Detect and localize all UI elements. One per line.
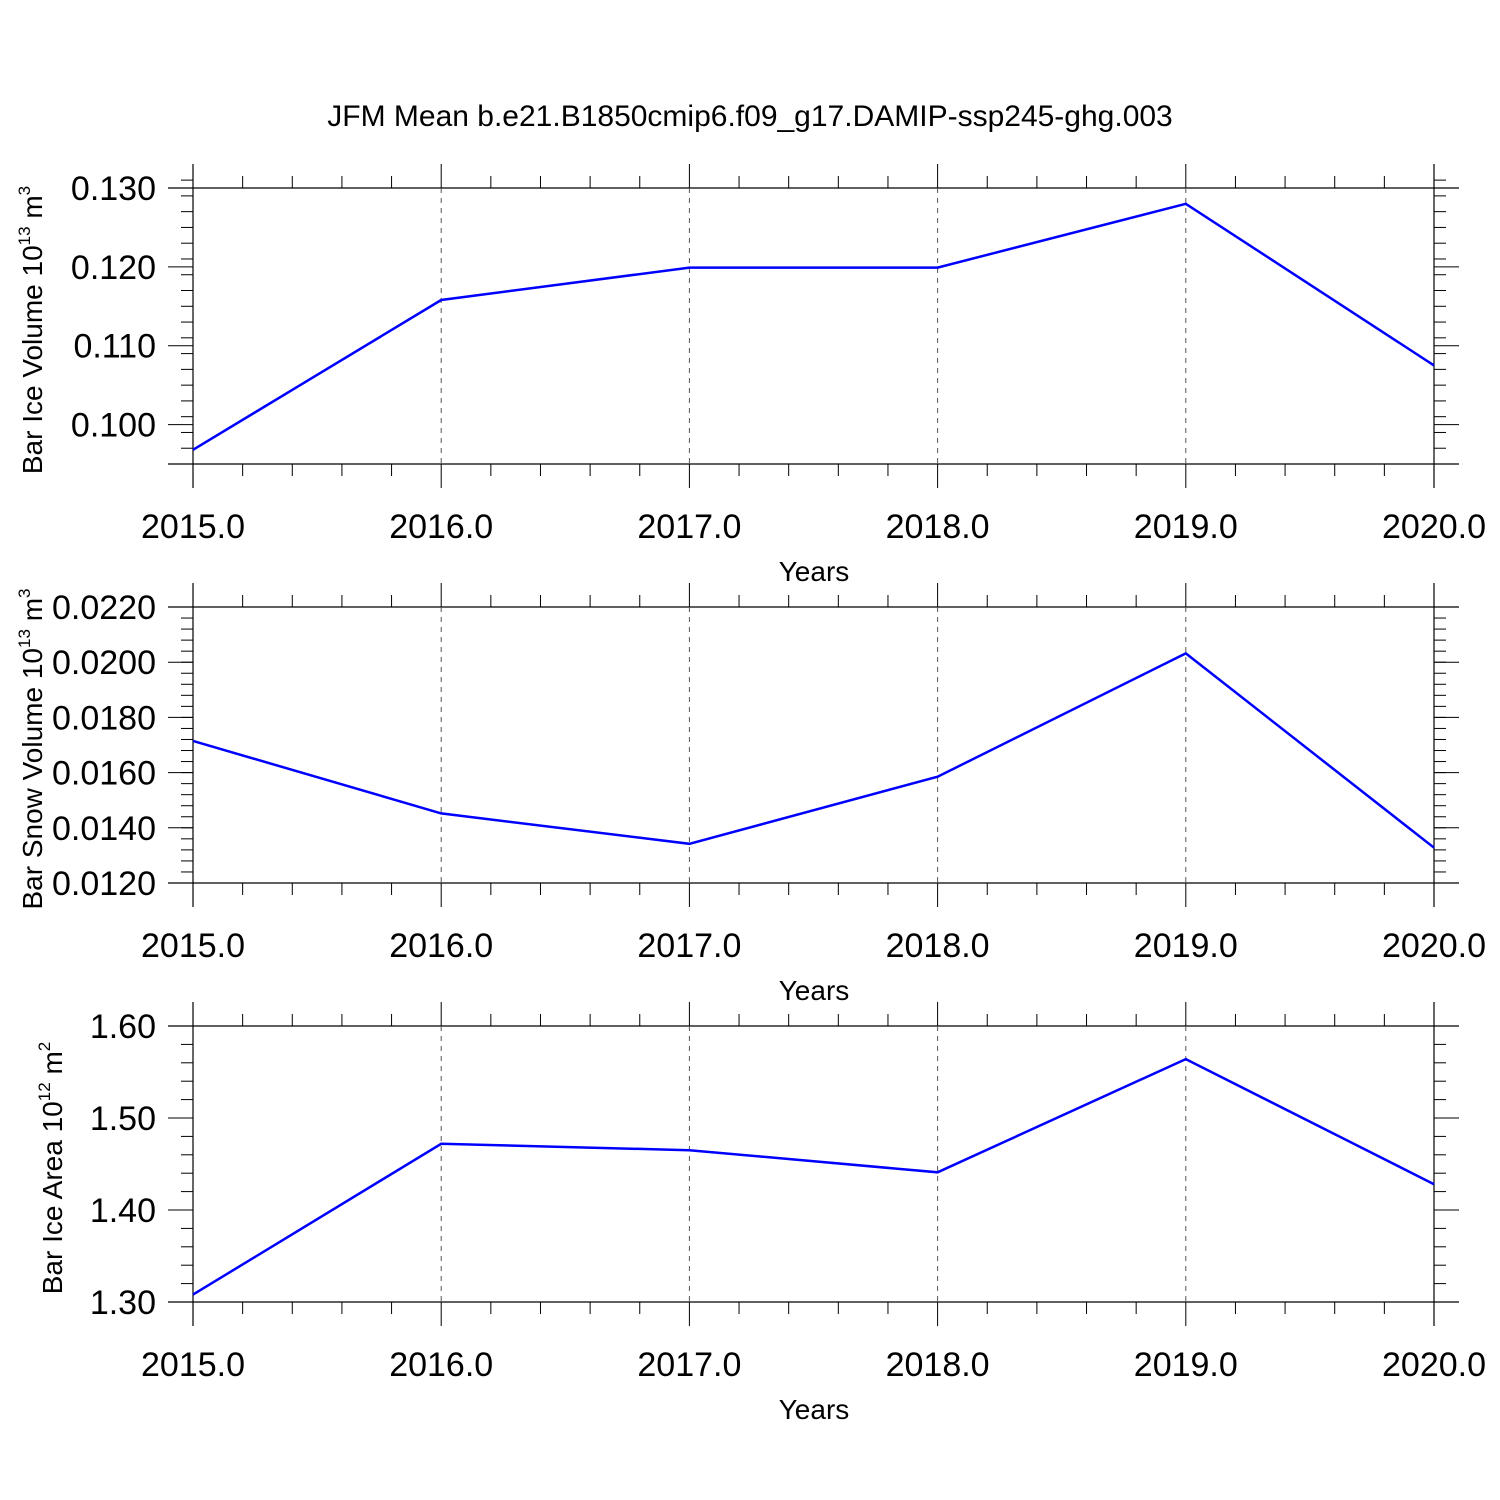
y-tick-label: 0.130 — [71, 170, 156, 208]
panel-1: 2015.0 2016.0 2017.0 2018.0 2019.0 2020.0 0.10… — [15, 164, 1486, 587]
y-tick-label: 0.0200 — [52, 644, 156, 682]
y-tick-label: 0.100 — [71, 407, 156, 445]
x-tick-label: 2017.0 — [637, 927, 741, 965]
y-axis-title: Bar Ice Area 1012 m2 — [35, 1042, 68, 1295]
series-line — [192, 1057, 1435, 1296]
x-tick-label: 2015.0 — [141, 927, 245, 965]
y-axis-title: Bar Ice Volume 1013 m3 — [15, 186, 48, 474]
y-tick-label: 1.50 — [90, 1100, 156, 1138]
panel-3: 2015.0 2016.0 2017.0 2018.0 2019.0 2020.0 1.30… — [35, 1002, 1486, 1425]
x-tick-label: 2015.0 — [141, 1346, 245, 1384]
y-tick-label: 0.0140 — [52, 810, 156, 848]
x-tick-label: 2018.0 — [886, 1346, 990, 1384]
x-tick-label: 2017.0 — [637, 1346, 741, 1384]
panel-2: 2015.0 2016.0 2017.0 2018.0 2019.0 2020.0 0.01… — [15, 583, 1486, 1006]
x-tick-label: 2016.0 — [389, 1346, 493, 1384]
x-tick-label: 2015.0 — [141, 508, 245, 546]
y-tick-label: 1.30 — [90, 1284, 156, 1322]
y-tick-label: 0.0120 — [52, 865, 156, 903]
x-axis-title: Years — [779, 975, 850, 1006]
x-tick-label: 2020.0 — [1382, 1346, 1486, 1384]
y-tick-label: 0.0160 — [52, 755, 156, 793]
x-tick-label: 2020.0 — [1382, 927, 1486, 965]
y-tick-label: 1.60 — [90, 1008, 156, 1046]
panels: 2015.0 2016.0 2017.0 2018.0 2019.0 2020.0 0.10… — [15, 164, 1486, 1425]
x-tick-label: 2019.0 — [1134, 1346, 1238, 1384]
figure-title: JFM Mean b.e21.B1850cmip6.f09_g17.DAMIP-… — [327, 100, 1173, 133]
x-tick-label: 2020.0 — [1382, 508, 1486, 546]
series-line — [192, 202, 1435, 451]
x-tick-label: 2018.0 — [886, 508, 990, 546]
y-tick-label: 0.110 — [73, 328, 156, 366]
x-tick-label: 2018.0 — [886, 927, 990, 965]
y-tick-label: 0.120 — [71, 249, 156, 287]
x-axis-title: Years — [779, 1394, 850, 1425]
series-line — [192, 651, 1435, 849]
x-tick-label: 2016.0 — [389, 508, 493, 546]
x-tick-label: 2019.0 — [1134, 927, 1238, 965]
y-tick-label: 1.40 — [90, 1192, 156, 1230]
y-tick-label: 0.0220 — [52, 589, 156, 627]
x-axis-title: Years — [779, 556, 850, 587]
y-axis-title: Bar Snow Volume 1013 m3 — [15, 589, 48, 910]
x-tick-label: 2019.0 — [1134, 508, 1238, 546]
x-tick-label: 2017.0 — [637, 508, 741, 546]
y-tick-label: 0.0180 — [52, 699, 156, 737]
x-tick-label: 2016.0 — [389, 927, 493, 965]
